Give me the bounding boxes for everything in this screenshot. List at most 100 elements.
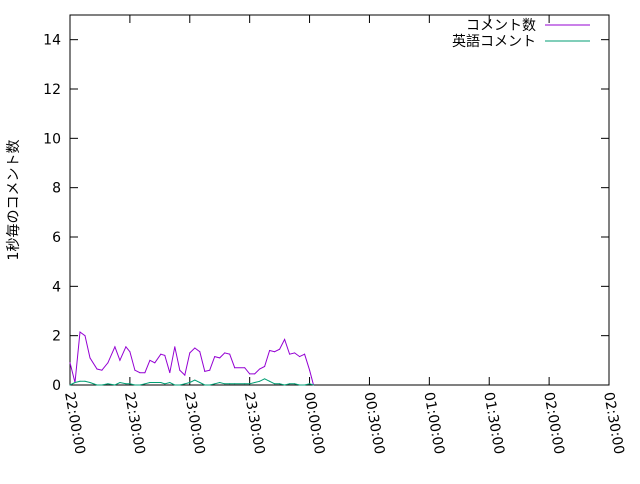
data-point (169, 382, 171, 384)
data-point (269, 380, 271, 382)
series-line-0 (69, 331, 314, 386)
data-point (249, 383, 251, 385)
y-tick-label: 2 (52, 329, 61, 345)
data-point (160, 353, 162, 355)
data-point (219, 357, 221, 359)
data-point (209, 369, 211, 371)
data-point (119, 359, 121, 361)
data-point (199, 382, 201, 384)
data-point (164, 354, 166, 356)
data-point (234, 367, 236, 369)
data-point (214, 356, 216, 358)
x-tick-label: 01:30:00 (480, 391, 507, 456)
data-point (304, 384, 306, 386)
data-point (184, 374, 186, 376)
data-point (229, 353, 231, 355)
data-point (274, 383, 276, 385)
data-point (294, 352, 296, 354)
data-point (101, 369, 103, 371)
data-point (254, 373, 256, 375)
data-point (259, 380, 261, 382)
series-line-1 (69, 378, 314, 386)
y-axis-label: 1秒毎のコメント数 (6, 140, 22, 261)
data-point (74, 382, 76, 384)
x-tick-label: 02:00:00 (540, 391, 567, 456)
y-tick-label: 4 (52, 279, 61, 295)
data-point (224, 383, 226, 385)
data-point (249, 373, 251, 375)
data-point (79, 380, 81, 382)
data-point (79, 331, 81, 333)
data-point (174, 346, 176, 348)
data-point (84, 380, 86, 382)
data-point (189, 382, 191, 384)
data-point (84, 335, 86, 337)
data-point (160, 382, 162, 384)
data-point (269, 349, 271, 351)
y-tick-label: 6 (52, 230, 61, 246)
data-point (289, 353, 291, 355)
plot-frame (69, 14, 610, 386)
data-point (149, 382, 151, 384)
data-point (107, 362, 109, 364)
data-point (254, 382, 256, 384)
data-point (279, 348, 281, 350)
data-point (294, 383, 296, 385)
data-point (194, 379, 196, 381)
data-point (139, 384, 141, 386)
x-tick-label: 00:30:00 (361, 391, 388, 456)
x-tick-label: 23:30:00 (241, 391, 268, 456)
data-point (154, 362, 156, 364)
data-point (234, 383, 236, 385)
data-point (209, 384, 211, 386)
data-point (125, 383, 127, 385)
data-point (96, 368, 98, 370)
data-point (154, 382, 156, 384)
legend-label: 英語コメント (452, 33, 536, 50)
data-point (114, 346, 116, 348)
series-group (69, 331, 315, 386)
legend-label: コメント数 (466, 18, 536, 34)
y-tick-label: 8 (52, 181, 61, 197)
data-point (244, 383, 246, 385)
data-point (69, 362, 71, 364)
data-point (304, 353, 306, 355)
x-tick-label: 22:00:00 (61, 391, 88, 456)
data-point (129, 383, 131, 385)
data-point (199, 351, 201, 353)
y-tick-label: 14 (43, 33, 61, 49)
x-tick-label: 02:30:00 (600, 391, 627, 456)
data-point (204, 384, 206, 386)
data-point (125, 346, 127, 348)
data-point (204, 370, 206, 372)
data-point (284, 384, 286, 386)
data-point (164, 383, 166, 385)
data-point (139, 372, 141, 374)
y-tick-label: 12 (43, 82, 61, 98)
data-point (96, 384, 98, 386)
data-point (189, 352, 191, 354)
data-point (179, 369, 181, 371)
x-tick-label: 23:00:00 (181, 391, 208, 456)
data-point (264, 378, 266, 380)
y-tick-label: 0 (52, 378, 61, 394)
data-point (169, 372, 171, 374)
data-point (229, 383, 231, 385)
data-point (144, 383, 146, 385)
data-point (119, 382, 121, 384)
data-point (259, 368, 261, 370)
data-point (214, 383, 216, 385)
y-tick-label: 10 (43, 131, 61, 147)
data-point (194, 347, 196, 349)
data-point (174, 384, 176, 386)
data-point (107, 383, 109, 385)
data-point (89, 382, 91, 384)
data-point (264, 366, 266, 367)
data-point (313, 384, 315, 386)
data-point (299, 356, 301, 358)
data-point (69, 384, 71, 386)
data-point (114, 384, 116, 386)
data-point (179, 384, 181, 386)
